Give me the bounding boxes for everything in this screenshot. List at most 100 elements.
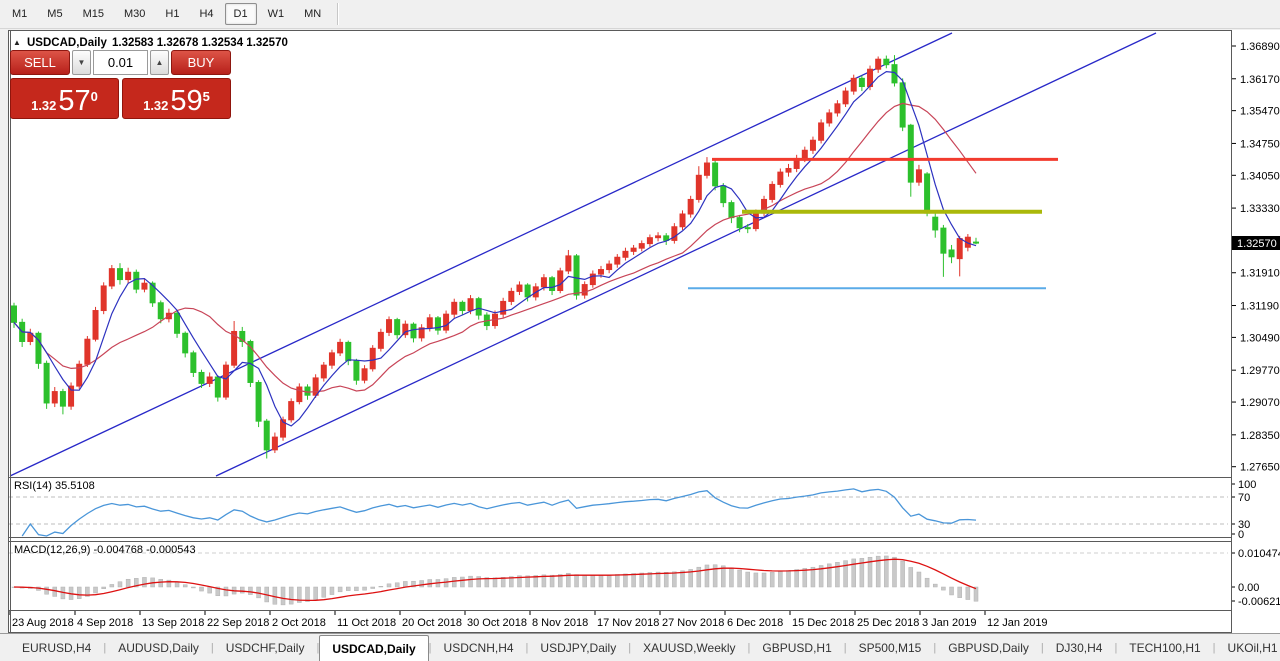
candle-body xyxy=(263,420,270,451)
macd-bar xyxy=(451,577,457,588)
timeframe-button-H4[interactable]: H4 xyxy=(199,8,214,20)
collapse-one-click-icon[interactable]: ▲ xyxy=(13,38,21,47)
macd-bar xyxy=(109,584,115,588)
chart-tab-EURUSD-H4[interactable]: EURUSD,H4 xyxy=(22,640,92,655)
macd-bar xyxy=(761,572,767,588)
date-tick-label: 27 Nov 2018 xyxy=(662,617,724,629)
candle-body xyxy=(915,169,922,183)
chart-tab-UKOil-H1[interactable]: UKOil,H1 xyxy=(1227,640,1278,655)
candle-body xyxy=(35,332,42,364)
candle-body xyxy=(377,331,384,349)
rsi-tick-label: 100 xyxy=(1238,479,1256,491)
timeframe-button-D1[interactable]: D1 xyxy=(224,3,257,25)
volume-input[interactable]: 0.01 xyxy=(93,50,148,75)
chart-tab-DJ30-H4[interactable]: DJ30,H4 xyxy=(1055,640,1103,655)
macd-pane xyxy=(9,552,1228,606)
rsi-label: RSI(14) 35.5108 xyxy=(14,480,95,492)
candle-body xyxy=(785,167,792,173)
macd-tick-label: 0.00 xyxy=(1238,582,1259,594)
price-tick-label: 1.27650 xyxy=(1240,462,1280,474)
chart-tab-USDCNH-H4[interactable]: USDCNH,H4 xyxy=(443,640,514,655)
pane-borders xyxy=(8,30,1232,633)
macd-bar xyxy=(517,575,522,588)
tab-separator: | xyxy=(843,641,847,654)
chart-tab-USDCAD-Daily[interactable]: USDCAD,Daily xyxy=(319,635,429,661)
macd-bar xyxy=(639,572,645,588)
chart-tab-USDJPY-Daily[interactable]: USDJPY,Daily xyxy=(540,640,617,655)
macd-bar xyxy=(941,586,946,591)
chart-tab-SP500-M15[interactable]: SP500,M15 xyxy=(858,640,922,655)
chart-tab-AUDUSD-Daily[interactable]: AUDUSD,Daily xyxy=(118,640,199,655)
tab-separator: | xyxy=(525,641,529,654)
macd-bar xyxy=(615,574,620,588)
candle-body xyxy=(565,255,572,272)
candle-body xyxy=(328,352,335,366)
timeframe-button-W1[interactable]: W1 xyxy=(267,8,285,20)
sell-button[interactable]: SELL xyxy=(10,50,70,75)
sell-price-display[interactable]: 1.32 57 0 xyxy=(10,78,119,119)
macd-bar xyxy=(566,572,571,588)
macd-bar xyxy=(843,560,848,588)
price-tick-label: 1.34750 xyxy=(1240,138,1280,150)
macd-bar xyxy=(598,574,604,588)
candle-body xyxy=(59,391,66,407)
macd-bar xyxy=(362,586,367,591)
date-tick-label: 23 Aug 2018 xyxy=(12,617,74,629)
candle-body xyxy=(51,391,58,404)
timeframe-button-M15[interactable]: M15 xyxy=(82,8,104,20)
macd-bar xyxy=(354,586,359,592)
macd-bar xyxy=(280,586,286,606)
macd-bar xyxy=(924,577,930,588)
date-tick-label: 20 Oct 2018 xyxy=(402,617,462,629)
macd-histogram xyxy=(11,555,979,606)
candle-body xyxy=(125,271,132,281)
timeframe-button-H1[interactable]: H1 xyxy=(165,8,180,20)
price-tick-label: 1.36890 xyxy=(1240,41,1280,53)
macd-bar xyxy=(207,586,212,594)
macd-bar xyxy=(655,571,661,588)
buy-price-whole: 1.32 xyxy=(143,98,169,113)
candle-body xyxy=(549,277,556,291)
macd-bar xyxy=(965,586,971,600)
candle-body xyxy=(924,173,931,214)
timeframe-button-M1[interactable]: M1 xyxy=(12,8,28,20)
volume-increase-button[interactable]: ▲ xyxy=(150,50,169,75)
timeframe-button-M5[interactable]: M5 xyxy=(47,8,63,20)
chart-tab-TECH100-H1[interactable]: TECH100,H1 xyxy=(1129,640,1201,655)
main-price-pane xyxy=(9,32,1157,477)
volume-decrease-button[interactable]: ▼ xyxy=(72,50,91,75)
macd-bar xyxy=(663,572,669,588)
candle-body xyxy=(108,268,115,287)
timeframe-button-MN[interactable]: MN xyxy=(304,8,322,20)
candle-body xyxy=(84,338,91,365)
date-tick-label: 4 Sep 2018 xyxy=(77,617,133,629)
macd-bar xyxy=(647,572,653,588)
date-tick-label: 22 Sep 2018 xyxy=(207,617,269,629)
price-tick-label: 1.33330 xyxy=(1240,203,1280,215)
candle-body xyxy=(231,330,238,366)
date-tick-label: 30 Oct 2018 xyxy=(467,617,527,629)
chart-tab-USDCHF-Daily[interactable]: USDCHF,Daily xyxy=(225,640,305,655)
candle-body xyxy=(68,385,75,407)
candle-body xyxy=(703,162,710,176)
candle-body xyxy=(834,103,841,114)
chart-tab-GBPUSD-Daily[interactable]: GBPUSD,Daily xyxy=(948,640,1029,655)
price-tick-label: 1.29770 xyxy=(1240,365,1280,377)
buy-button[interactable]: BUY xyxy=(171,50,231,75)
macd-bar xyxy=(835,562,840,588)
macd-bar xyxy=(297,586,302,603)
chart-canvas[interactable]: 1.36890 1.36170 1.35470 1.34750 1.34050 1.333… xyxy=(0,29,1280,633)
buy-price-display[interactable]: 1.32 59 5 xyxy=(122,78,231,119)
price-tick-label: 1.30490 xyxy=(1240,332,1280,344)
tab-separator: | xyxy=(1040,641,1044,654)
candle-body xyxy=(206,376,213,384)
chart-tab-GBPUSD-H1[interactable]: GBPUSD,H1 xyxy=(762,640,832,655)
macd-bar xyxy=(85,586,90,597)
candle-body xyxy=(777,171,784,185)
candle-body xyxy=(614,256,621,265)
candle-body xyxy=(418,327,425,339)
chart-tab-XAUUSD-Weekly[interactable]: XAUUSD,Weekly xyxy=(643,640,736,655)
candle-body xyxy=(850,77,857,92)
timeframe-button-M30[interactable]: M30 xyxy=(123,8,146,20)
